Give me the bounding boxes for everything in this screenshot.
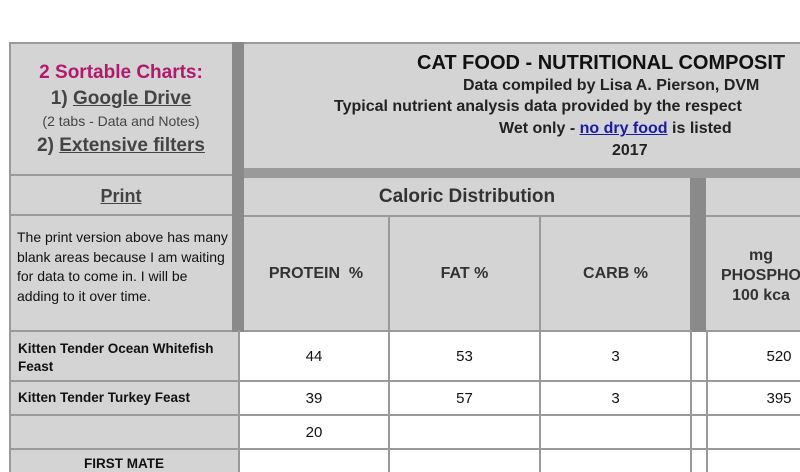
row-name-cell bbox=[10, 382, 238, 414]
grid-line bbox=[10, 330, 800, 332]
fat-cell: 53 bbox=[456, 347, 473, 365]
row-name-cell bbox=[10, 450, 238, 472]
column-header-protein[interactable]: PROTEIN % bbox=[268, 264, 364, 282]
grid-line bbox=[10, 214, 234, 216]
grid-line bbox=[238, 330, 240, 472]
protein-cell: 44 bbox=[305, 347, 323, 365]
charts-title: 2 Sortable Charts: bbox=[39, 62, 203, 83]
carb-cell: 3 bbox=[611, 389, 620, 407]
google-drive-link[interactable]: Google Drive bbox=[72, 88, 192, 109]
no-dry-food-link[interactable]: no dry food bbox=[579, 120, 668, 137]
column-header-fat[interactable]: FAT % bbox=[440, 264, 489, 282]
grid-line bbox=[10, 174, 234, 176]
grid-line bbox=[706, 330, 708, 472]
grid-line bbox=[388, 215, 390, 472]
row-name-cell bbox=[10, 416, 238, 448]
grid-line bbox=[9, 42, 11, 472]
item-number: 1) bbox=[50, 88, 68, 109]
left-header-panel bbox=[10, 44, 232, 174]
grid-line bbox=[244, 168, 800, 178]
grid-line bbox=[539, 215, 541, 472]
product-name: Kitten Tender Ocean Whitefish Feast bbox=[18, 341, 214, 374]
wet-only-note: Wet only - no dry food is listed bbox=[499, 120, 732, 138]
print-note: The print version above has many blank a… bbox=[17, 229, 228, 304]
print-panel bbox=[10, 176, 232, 330]
column-header-carb[interactable]: CARB % bbox=[583, 264, 648, 282]
year: 2017 bbox=[612, 142, 648, 159]
grid-line bbox=[10, 380, 800, 382]
google-drive-item: 1) Google Drive bbox=[10, 88, 232, 110]
wet-only-suffix: is listed bbox=[667, 120, 732, 137]
extensive-filters-item: 2) Extensive filters bbox=[10, 135, 232, 157]
wet-only-text: Wet only - bbox=[499, 120, 580, 137]
grid-line bbox=[690, 178, 706, 332]
column-header-phosphorus[interactable]: mg PHOSPHO 100 kca bbox=[706, 246, 800, 306]
phos-per: 100 kca bbox=[732, 287, 790, 304]
print-link[interactable]: Print bbox=[100, 186, 142, 206]
protein-cell: 39 bbox=[305, 389, 323, 407]
product-name: Kitten Tender Turkey Feast bbox=[18, 390, 191, 405]
brand-name: FIRST MATE bbox=[84, 456, 164, 471]
grid-line bbox=[232, 42, 244, 332]
grid-line bbox=[10, 448, 800, 450]
grid-line bbox=[10, 414, 800, 416]
phosphorus-cell: 520 bbox=[766, 347, 792, 365]
phos-label: PHOSPHO bbox=[720, 267, 800, 284]
google-drive-note: (2 tabs - Data and Notes) bbox=[42, 113, 200, 129]
title-panel bbox=[244, 44, 800, 168]
grid-line bbox=[244, 215, 690, 217]
page-title: CAT FOOD - NUTRITIONAL COMPOSIT bbox=[417, 52, 786, 74]
carb-cell: 3 bbox=[611, 347, 620, 365]
protein-cell: 20 bbox=[305, 423, 323, 441]
phos-unit: mg bbox=[749, 247, 773, 264]
item-number: 2) bbox=[37, 135, 54, 156]
data-source-note: Typical nutrient analysis data provided … bbox=[334, 98, 742, 115]
caloric-distribution-header: Caloric Distribution bbox=[378, 185, 556, 207]
grid-line bbox=[10, 42, 800, 44]
compiled-by: Data compiled by Lisa A. Pierson, DVM bbox=[463, 77, 760, 94]
extensive-filters-link[interactable]: Extensive filters bbox=[59, 135, 205, 156]
row-name-cell bbox=[10, 332, 238, 380]
column-header-panel bbox=[244, 178, 800, 330]
grid-line bbox=[690, 330, 692, 472]
phosphorus-cell: 395 bbox=[766, 389, 792, 407]
grid-line bbox=[706, 215, 800, 217]
fat-cell: 57 bbox=[456, 389, 473, 407]
